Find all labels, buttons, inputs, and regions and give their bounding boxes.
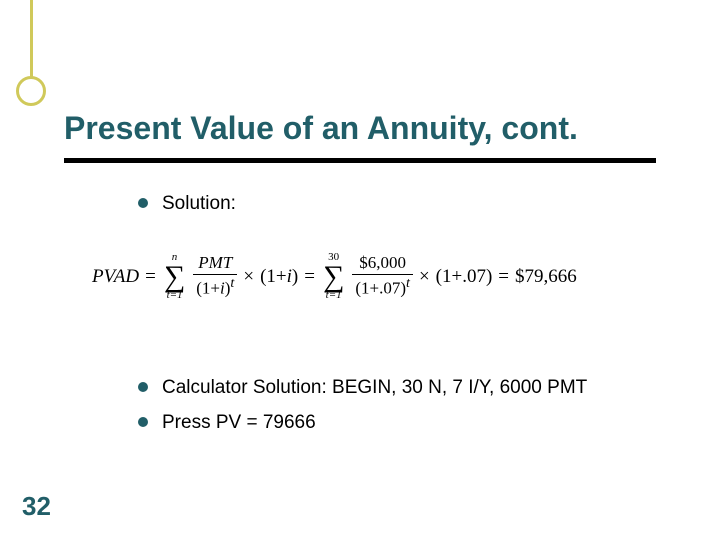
fraction-2: $6,000 (1+.07)t <box>352 254 413 298</box>
factor-2: (1+.07) <box>436 266 493 288</box>
sigma-symbol: ∑ <box>164 263 185 290</box>
equals-sign: = <box>304 266 315 288</box>
bullet-label: Calculator Solution: BEGIN, 30 N, 7 I/Y,… <box>162 376 587 401</box>
decoration-circle <box>16 76 46 106</box>
equals-sign: = <box>145 266 156 288</box>
formula-row: PVAD = n ∑ t=1 PMT (1+i)t × (1+i) = 30 ∑ <box>92 252 672 301</box>
list-item: Solution: <box>138 192 678 217</box>
fraction-1: PMT (1+i)t <box>193 254 237 298</box>
bullet-label: Solution: <box>162 192 236 217</box>
slide-title: Present Value of an Annuity, cont. <box>64 110 578 147</box>
bullet-icon <box>138 417 148 427</box>
sigma-2: 30 ∑ t=1 <box>323 252 344 301</box>
formula-result: $79,666 <box>515 266 577 288</box>
fraction-bar <box>352 274 413 275</box>
fraction-2-num: $6,000 <box>356 254 409 273</box>
fraction-2-den: (1+.07)t <box>352 276 413 298</box>
page-number: 32 <box>22 491 51 522</box>
list-item: Calculator Solution: BEGIN, 30 N, 7 I/Y,… <box>138 376 678 401</box>
sigma-2-lower: t=1 <box>326 290 342 301</box>
bullet-icon <box>138 198 148 208</box>
slide: Present Value of an Annuity, cont. Solut… <box>0 0 720 540</box>
multiply-sign: × <box>243 266 254 288</box>
formula-block: PVAD = n ∑ t=1 PMT (1+i)t × (1+i) = 30 ∑ <box>92 252 672 301</box>
title-underline <box>64 158 656 163</box>
bullet-list-top: Solution: <box>138 192 678 227</box>
bullet-icon <box>138 382 148 392</box>
formula-lhs: PVAD <box>92 266 139 288</box>
fraction-1-num: PMT <box>195 254 235 273</box>
multiply-sign: × <box>419 266 430 288</box>
fraction-1-den: (1+i)t <box>193 276 237 298</box>
sigma-symbol: ∑ <box>323 263 344 290</box>
bullet-label: Press PV = 79666 <box>162 411 316 436</box>
sigma-1-lower: t=1 <box>167 290 183 301</box>
equals-sign: = <box>498 266 509 288</box>
list-item: Press PV = 79666 <box>138 411 678 436</box>
bullet-list-bottom: Calculator Solution: BEGIN, 30 N, 7 I/Y,… <box>138 376 678 445</box>
factor-1: (1+i) <box>260 266 298 288</box>
sigma-1: n ∑ t=1 <box>164 252 185 301</box>
